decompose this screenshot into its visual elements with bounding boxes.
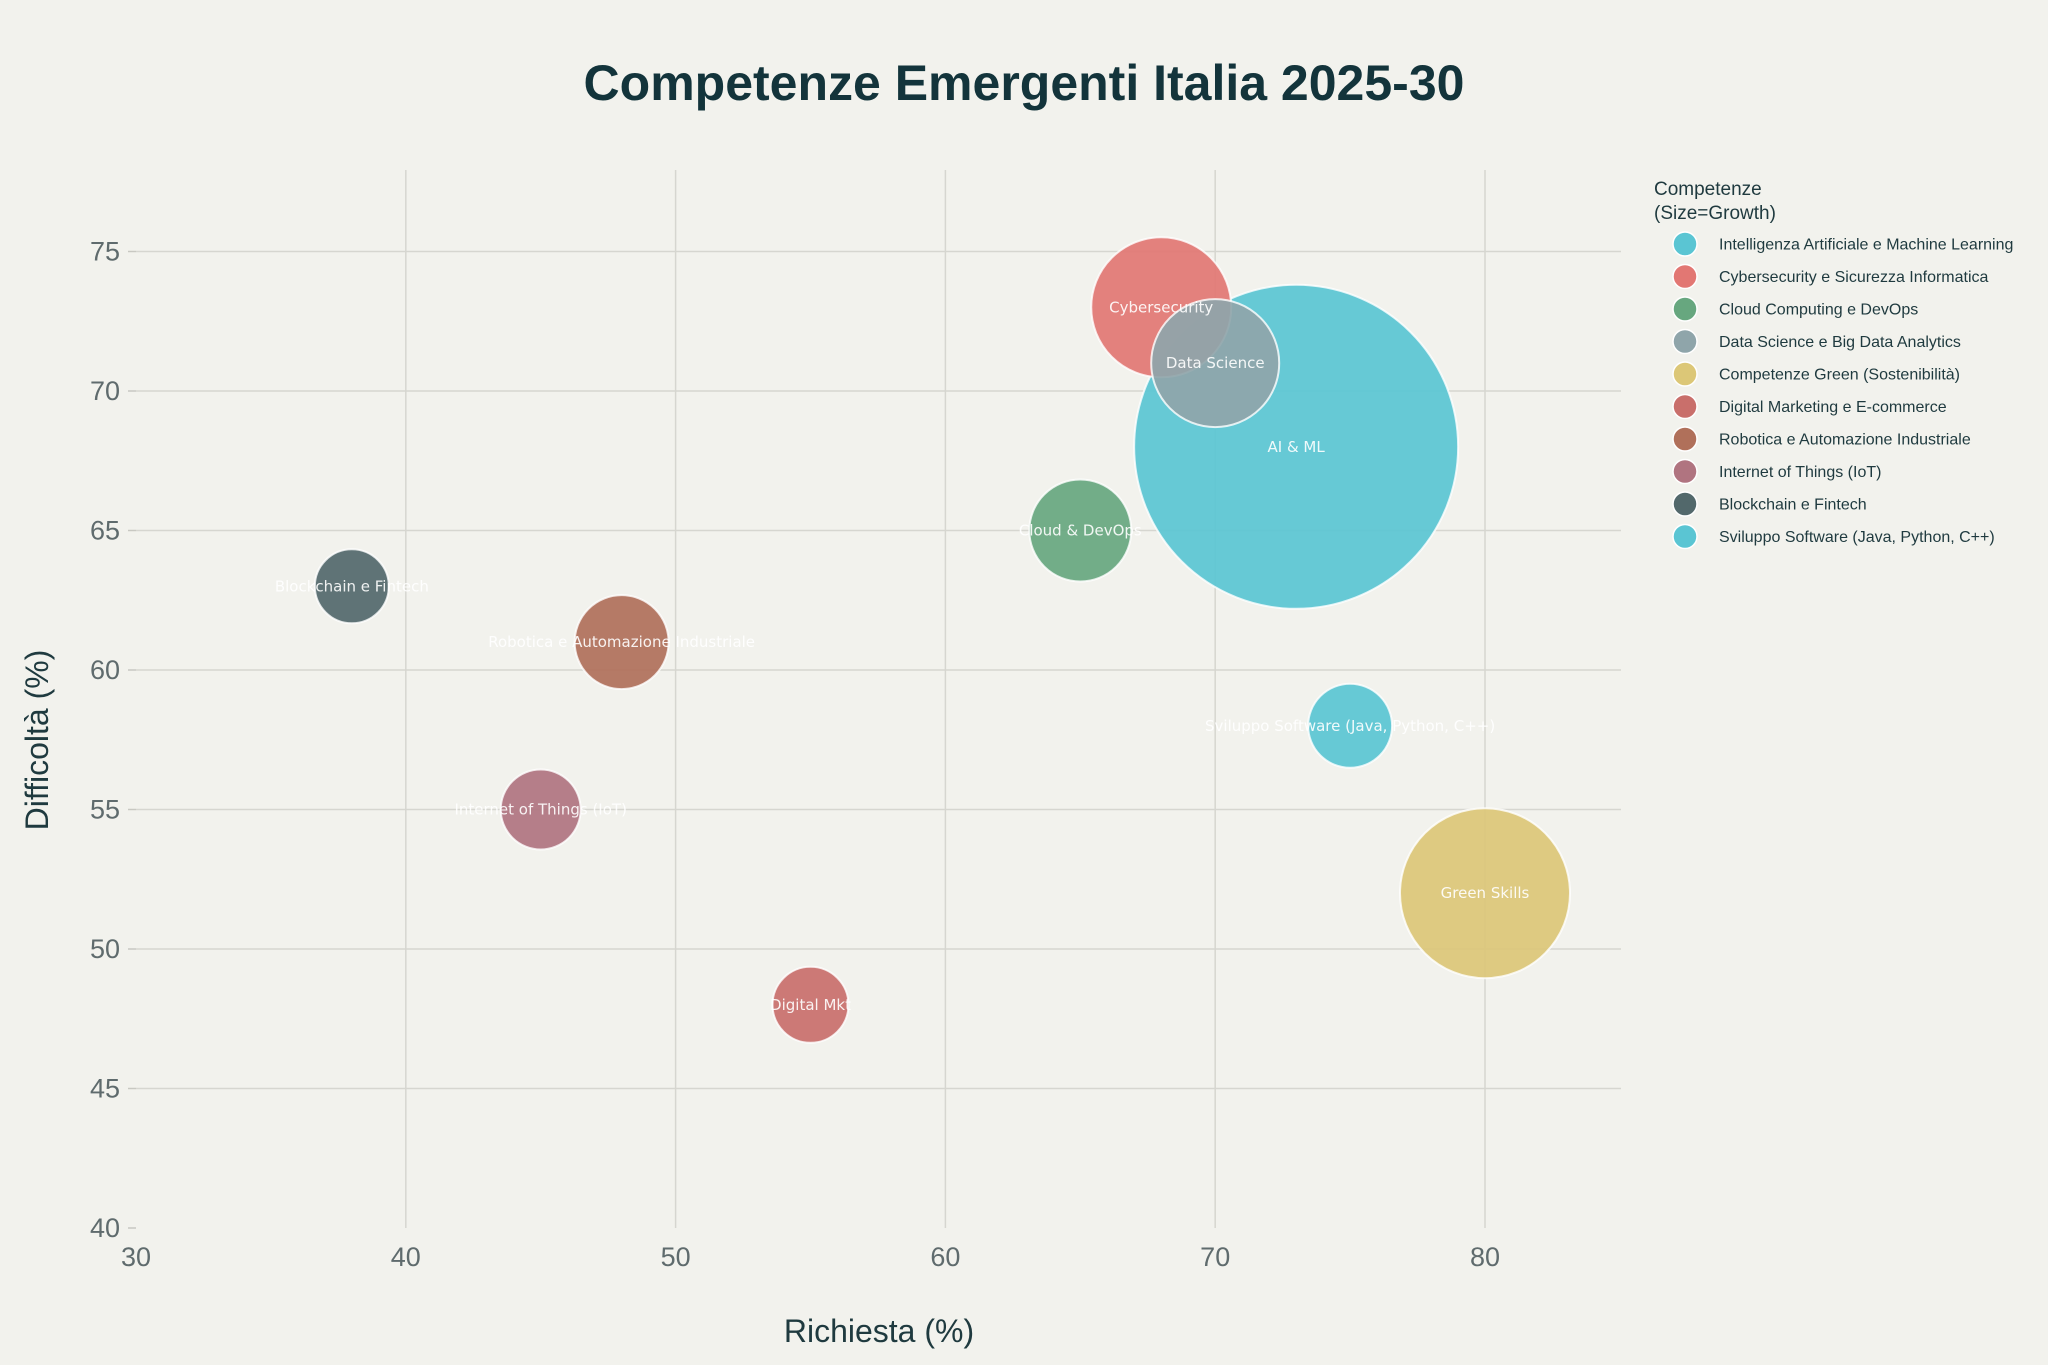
legend-label: Blockchain e Fintech (1719, 497, 1867, 514)
bubble-9 (313, 548, 390, 625)
bubble-label: Robotica e Automazione Industriale (488, 633, 755, 651)
legend-marker-icon (1672, 296, 1698, 322)
legend-item[interactable]: Competenze Green (Sostenibilità) (1672, 361, 1960, 387)
y-tick-label: 50 (90, 934, 120, 964)
chart-title: Competenze Emergenti Italia 2025-30 (584, 55, 1465, 111)
bubble-7 (573, 594, 670, 691)
bubble-label: Sviluppo Software (Java, Python, C++) (1205, 717, 1495, 735)
bubble-labels: AI & ML Cybersecurity Cloud & DevOps Data S… (275, 298, 1530, 1014)
x-axis-title: Richiesta (%) (784, 1313, 974, 1349)
bubble-label: Digital Mkt (770, 996, 851, 1014)
legend-item[interactable]: Digital Marketing e E-commerce (1672, 393, 1947, 420)
x-tick-label: 30 (121, 1242, 151, 1272)
bubble-label: Blockchain e Fintech (275, 577, 429, 595)
legend-item[interactable]: Data Science e Big Data Analytics (1672, 328, 1961, 355)
x-tick-label: 80 (1470, 1242, 1500, 1272)
legend-subtitle: (Size=Growth) (1654, 203, 1776, 224)
legend-marker-icon (1672, 231, 1698, 257)
bubbles (313, 236, 1571, 1044)
y-tick-label: 45 (90, 1074, 120, 1104)
legend-label: Cybersecurity e Sicurezza Informatica (1719, 269, 1989, 286)
y-tick-label: 75 (90, 237, 120, 267)
bubble-label: Green Skills (1441, 884, 1530, 902)
y-axis-title: Difficoltà (%) (19, 650, 55, 831)
legend-marker-icon (1672, 491, 1698, 517)
legend-label: Sviluppo Software (Java, Python, C++) (1719, 529, 1995, 546)
legend-marker-icon (1672, 328, 1698, 355)
legend-label: Internet of Things (IoT) (1719, 464, 1881, 481)
legend-label: Competenze Green (Sostenibilità) (1719, 367, 1960, 384)
legend-marker-icon (1672, 458, 1698, 485)
legend-marker-icon (1672, 523, 1698, 550)
y-tick-label: 40 (90, 1213, 120, 1243)
legend-item[interactable]: Cloud Computing e DevOps (1672, 296, 1918, 322)
y-tick-label: 70 (90, 376, 120, 406)
legend-item[interactable]: Internet of Things (IoT) (1672, 458, 1881, 485)
x-axis: 30 40 50 60 70 80 (121, 1242, 1500, 1272)
legend-label: Robotica e Automazione Industriale (1719, 432, 1971, 449)
bubble-5 (1399, 807, 1571, 980)
bubble-label: Data Science (1166, 354, 1265, 372)
legend-label: Digital Marketing e E-commerce (1719, 399, 1947, 416)
legend: Competenze (Size=Growth) Intelligenza Ar… (1654, 179, 2013, 550)
bubble-3 (1028, 478, 1133, 583)
bubble-label: Internet of Things (IoT) (454, 801, 626, 819)
bubble-label: AI & ML (1268, 438, 1326, 456)
legend-label: Cloud Computing e DevOps (1719, 302, 1918, 319)
bubble-10 (1307, 682, 1394, 769)
legend-item[interactable]: Sviluppo Software (Java, Python, C++) (1672, 523, 1995, 550)
bubble-6 (771, 965, 850, 1044)
legend-marker-icon (1672, 361, 1698, 387)
bubble-4 (1150, 298, 1281, 429)
legend-label: Intelligenza Artificiale e Machine Learn… (1719, 237, 2013, 254)
bubble-label: Cybersecurity (1109, 298, 1213, 316)
legend-item[interactable]: Robotica e Automazione Industriale (1672, 426, 1971, 452)
x-tick-label: 60 (930, 1242, 960, 1272)
x-tick-label: 70 (1200, 1242, 1230, 1272)
y-tick-label: 65 (90, 516, 120, 546)
bubble-8 (499, 768, 582, 851)
y-tick-label: 60 (90, 655, 120, 685)
x-tick-label: 40 (391, 1242, 421, 1272)
y-tick-label: 55 (90, 795, 120, 825)
legend-marker-icon (1672, 393, 1698, 420)
legend-label: Data Science e Big Data Analytics (1719, 334, 1961, 351)
legend-marker-icon (1672, 426, 1698, 452)
legend-title: Competenze (1654, 179, 1762, 200)
legend-item[interactable]: Blockchain e Fintech (1672, 491, 1867, 517)
y-axis: 40 45 50 55 60 65 70 75 (90, 237, 136, 1243)
legend-item[interactable]: Intelligenza Artificiale e Machine Learn… (1672, 231, 2013, 257)
x-tick-label: 50 (661, 1242, 691, 1272)
legend-item[interactable]: Cybersecurity e Sicurezza Informatica (1672, 263, 1989, 290)
bubble-label: Cloud & DevOps (1019, 522, 1142, 540)
legend-marker-icon (1672, 263, 1698, 290)
